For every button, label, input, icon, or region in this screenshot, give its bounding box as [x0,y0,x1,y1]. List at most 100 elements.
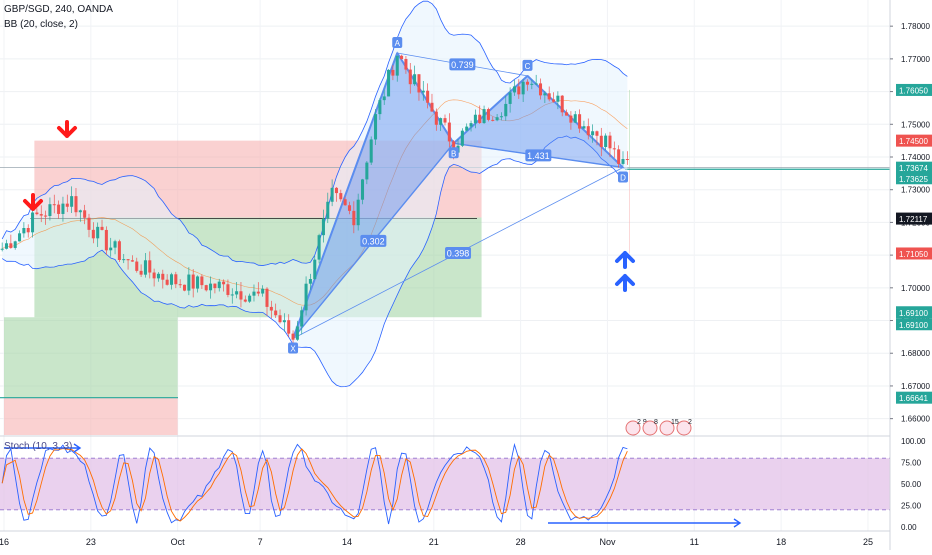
candle-body [491,119,495,121]
candle-body [586,126,590,136]
price-tick-label: 1.68000 [901,349,930,358]
bb-legend[interactable]: BB (20, close, 2) [4,19,78,30]
ratio-label: 0.398 [447,248,470,258]
candle-body [321,218,325,236]
zone-green [4,317,178,398]
candle-body [4,243,9,249]
candle-body [556,95,560,102]
candle-body [400,55,404,60]
candle-body [469,123,473,127]
candle-body [104,229,108,251]
candle-body [235,291,239,295]
candle-body [278,315,282,323]
candle-body [204,285,208,291]
candle-body [26,228,30,233]
candle-body [126,259,130,261]
candle-body [408,69,412,85]
time-tick-label: 7 [258,537,263,547]
candle-body [343,199,347,206]
candle-body [70,196,74,207]
candle-body [295,326,299,340]
candle-body [261,288,265,294]
time-tick-label: 23 [86,537,96,547]
event-badge [642,420,658,436]
zone-red [4,397,178,435]
price-tick-label: 1.75000 [901,120,930,129]
ratio-badge [525,149,552,162]
price-tick-label: 1.73000 [901,186,930,195]
ratio-badge [445,246,472,259]
bollinger-band-fill [2,1,628,387]
candle-body [504,103,508,117]
price-label-bg [896,306,932,319]
pattern-point-badge [448,147,459,159]
bollinger-basis-line [2,99,628,306]
candle-body [552,99,556,102]
time-tick-label: 11 [690,537,699,547]
price-tick-label: 1.66000 [901,415,930,424]
candle-body [538,83,543,96]
candle-body [182,284,187,291]
stoch-k-line [1,442,628,525]
event-count: 8 [654,419,658,426]
candle-body [530,83,534,85]
candle-body [217,281,221,289]
candle-body [356,199,360,226]
candle-body [143,260,147,275]
candle-body [612,148,616,150]
candle-body [360,179,365,200]
pattern-point-x: X [290,345,296,354]
candle-body [439,118,443,125]
candle-body [434,111,438,125]
candle-body [347,205,352,211]
candle-body [239,291,243,300]
candle-body [591,131,595,136]
candle-body [74,196,78,213]
price-label-bg [896,83,932,96]
candle-body [248,295,252,302]
price-label: 1.76050 [899,86,928,95]
candle-body [617,149,621,164]
event-badge [659,420,675,436]
price-label: 1.71050 [899,250,928,259]
stoch-tick-label: 100.00 [901,437,926,446]
candle-body [135,261,139,271]
candle-body [78,210,82,213]
candle-body [161,273,165,280]
candle-body [421,90,425,93]
candle-body [430,102,434,112]
stoch-tick-label: 75.00 [901,459,922,468]
symbol-legend[interactable]: GBP/SGD, 240, OANDA [4,4,113,15]
event-badge [625,420,641,436]
candles [0,54,629,346]
price-label: 1.72117 [899,215,928,224]
candle-body [447,122,451,142]
stoch-legend[interactable]: Stoch (10, 3, 3) [4,441,73,452]
candle-body [269,306,273,311]
candle-body [395,55,399,76]
price-label-bg [896,134,932,147]
candle-body [83,210,87,218]
candle-body [109,247,113,251]
candle-body [352,210,356,226]
candle-body [374,114,378,140]
candle-body [365,162,369,180]
pattern-point-a: A [395,39,401,48]
candle-body [525,81,530,85]
event-count: 15 [671,419,679,426]
candle-body [547,93,551,100]
candle-body [18,233,22,242]
price-label: 1.69100 [899,309,928,318]
zone-green [629,89,630,168]
candle-body [625,159,629,161]
candle-body [578,114,582,129]
price-label-bg [896,247,932,260]
candle-body [87,217,91,230]
candle-body [44,215,48,217]
pattern-point-c: C [525,62,531,71]
candle-body [417,74,421,93]
candle-body [61,203,65,214]
candle-body [608,135,612,149]
